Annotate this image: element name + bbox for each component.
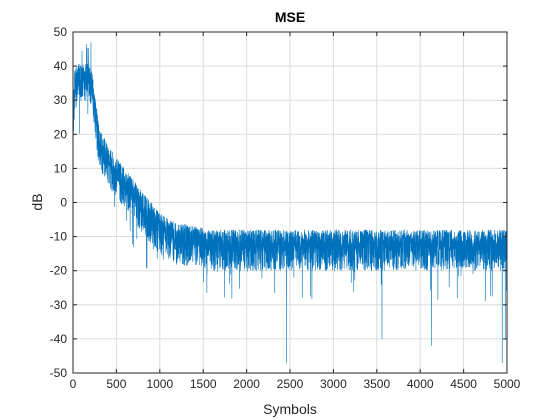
x-tick-label: 0 xyxy=(70,377,77,391)
y-tick-labels: 50 40 30 20 10 0 -10 -20 -30 -40 -50 xyxy=(50,25,68,380)
x-tick-label: 500 xyxy=(106,377,126,391)
y-axis-label: dB xyxy=(29,193,45,210)
x-axis-label: Symbols xyxy=(263,401,317,417)
mse-series-line xyxy=(72,42,508,364)
y-tick-label: 10 xyxy=(54,161,68,175)
y-tick-label: -30 xyxy=(50,298,68,312)
x-tick-label: 5000 xyxy=(494,377,521,391)
x-tick-label: 3000 xyxy=(320,377,347,391)
y-tick-label: -50 xyxy=(50,366,68,380)
y-tick-label: 20 xyxy=(54,127,68,141)
x-tick-labels: 0 500 1000 1500 2000 2500 3000 3500 4000 4500 5000 xyxy=(70,377,521,391)
y-tick-label: -20 xyxy=(50,264,68,278)
y-tick-label: 50 xyxy=(54,25,68,39)
x-tick-label: 1500 xyxy=(190,377,217,391)
x-tick-label: 2000 xyxy=(233,377,260,391)
y-tick-label: -10 xyxy=(50,230,68,244)
y-tick-label: 0 xyxy=(60,196,67,210)
x-tick-label: 3500 xyxy=(363,377,390,391)
x-tick-label: 1000 xyxy=(146,377,173,391)
tick-marks xyxy=(72,31,508,374)
x-tick-label: 4000 xyxy=(407,377,434,391)
y-tick-label: 30 xyxy=(54,93,68,107)
x-tick-label: 2500 xyxy=(277,377,304,391)
chart-title: MSE xyxy=(275,9,305,25)
series-layer xyxy=(72,42,508,364)
x-tick-label: 4500 xyxy=(450,377,477,391)
y-tick-label: -40 xyxy=(50,332,68,346)
y-tick-label: 40 xyxy=(54,59,68,73)
